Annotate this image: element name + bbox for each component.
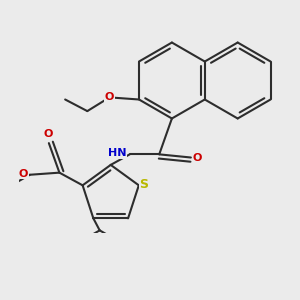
Text: O: O: [43, 129, 52, 139]
Text: O: O: [18, 169, 28, 179]
Text: S: S: [140, 178, 148, 191]
Text: O: O: [105, 92, 114, 102]
Text: HN: HN: [108, 148, 127, 158]
Text: O: O: [193, 152, 202, 163]
